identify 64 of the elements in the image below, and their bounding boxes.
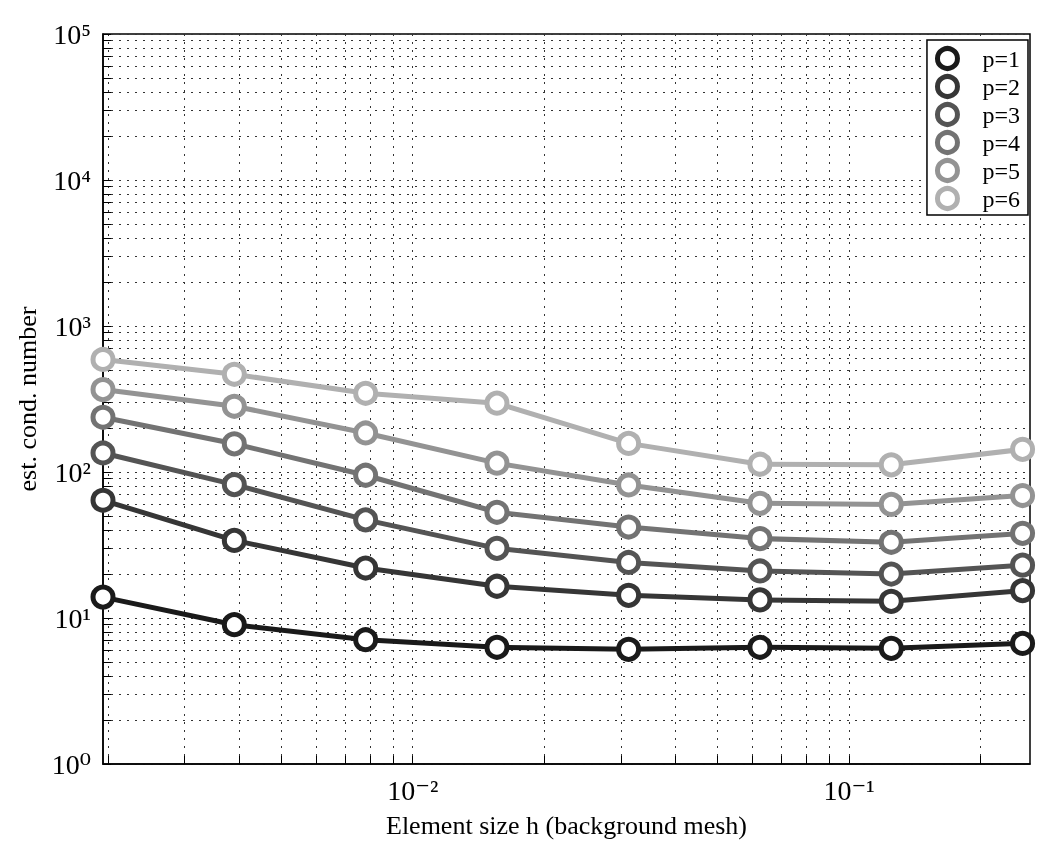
point xyxy=(878,452,904,478)
point xyxy=(221,431,247,457)
legend-label: p=4 xyxy=(982,129,1021,156)
point xyxy=(747,451,773,477)
legend-label: p=2 xyxy=(982,73,1021,100)
point xyxy=(1010,552,1036,578)
point xyxy=(353,380,379,406)
point xyxy=(878,529,904,555)
point xyxy=(616,472,642,498)
legend-label: p=6 xyxy=(982,185,1021,212)
point xyxy=(878,588,904,614)
point xyxy=(221,527,247,553)
point xyxy=(1010,630,1036,656)
x-tick-label: 10⁻² xyxy=(387,774,439,806)
point xyxy=(878,561,904,587)
point xyxy=(90,346,116,372)
point xyxy=(221,361,247,387)
point xyxy=(484,499,510,525)
point xyxy=(616,636,642,662)
x-axis-title: Element size h (background mesh) xyxy=(386,810,747,840)
point xyxy=(747,490,773,516)
point xyxy=(747,587,773,613)
legend-label: p=3 xyxy=(982,101,1021,128)
y-axis-title: est. cond. number xyxy=(13,306,43,492)
point xyxy=(90,404,116,430)
point xyxy=(747,526,773,552)
point xyxy=(353,507,379,533)
point xyxy=(1010,578,1036,604)
point xyxy=(878,635,904,661)
point xyxy=(484,390,510,416)
y-tick-label: 10² xyxy=(54,456,91,488)
point xyxy=(616,549,642,575)
legend-label: p=1 xyxy=(982,45,1021,72)
point xyxy=(1010,436,1036,462)
point xyxy=(878,491,904,517)
point xyxy=(616,514,642,540)
point xyxy=(747,634,773,660)
point xyxy=(484,634,510,660)
point xyxy=(90,584,116,610)
point xyxy=(90,487,116,513)
point xyxy=(221,472,247,498)
y-tick-label: 10⁵ xyxy=(53,18,91,50)
x-tick-label: 10⁻¹ xyxy=(823,774,875,806)
legend-label: p=5 xyxy=(982,157,1021,184)
point xyxy=(353,462,379,488)
point xyxy=(353,420,379,446)
point xyxy=(90,440,116,466)
y-tick-label: 10⁰ xyxy=(51,748,91,780)
y-tick-label: 10³ xyxy=(54,310,91,342)
point xyxy=(353,555,379,581)
point xyxy=(616,582,642,608)
point xyxy=(747,558,773,584)
point xyxy=(616,430,642,456)
point xyxy=(221,393,247,419)
point xyxy=(484,573,510,599)
point xyxy=(484,535,510,561)
point xyxy=(484,450,510,476)
y-tick-label: 10⁴ xyxy=(53,164,91,196)
y-tick-label: 10¹ xyxy=(54,602,91,634)
point xyxy=(90,377,116,403)
point xyxy=(1010,483,1036,509)
point xyxy=(221,612,247,638)
point xyxy=(1010,520,1036,546)
point xyxy=(353,627,379,653)
